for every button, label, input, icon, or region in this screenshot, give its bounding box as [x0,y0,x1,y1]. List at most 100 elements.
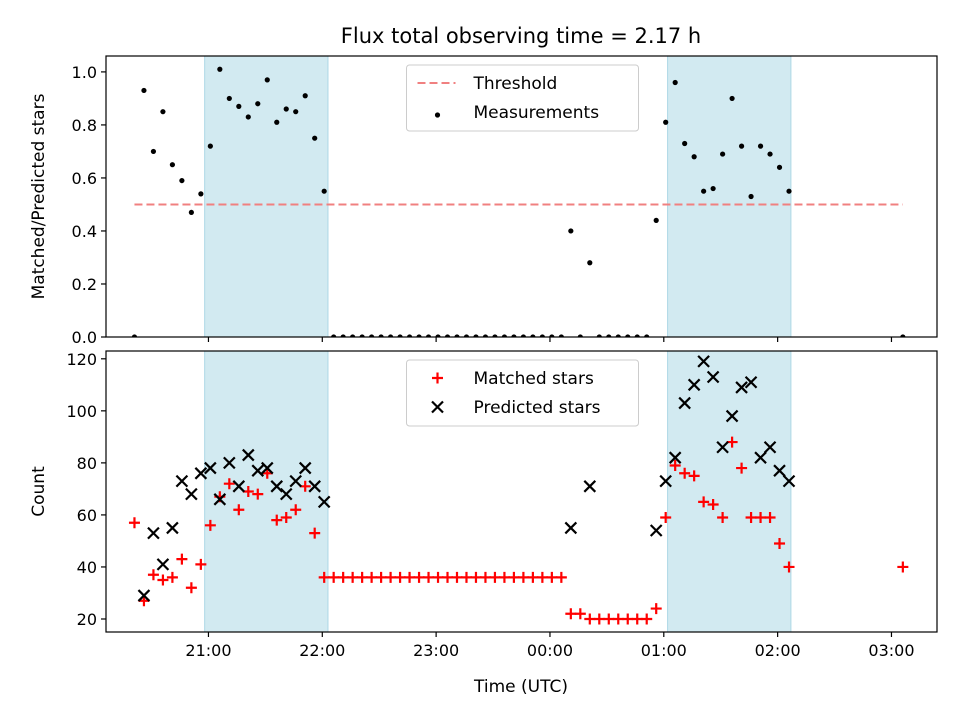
matched-star-point [622,613,634,625]
matched-star-point [185,582,197,594]
matched-star-point [774,538,786,550]
measurement-point [577,334,583,337]
y-axis-label: Matched/Predicted stars [29,93,49,299]
predicted-star-point [242,448,255,462]
predicted-star-point [725,409,739,423]
predicted-star-point [317,495,331,509]
predicted-star-point [649,524,663,537]
measurement-point [691,154,697,160]
measurement-point [606,334,612,337]
legend-label: Measurements [474,103,600,123]
matched-star-point [413,571,425,583]
matched-star-point [688,470,700,482]
matched-star-point [669,459,681,471]
plot-area [128,355,909,625]
y-tick-label: 1.0 [72,63,97,82]
measurement-point [729,95,735,102]
measurement-point [549,334,555,337]
x-tick-label: 23:00 [413,641,459,660]
observing-window-span [204,55,329,338]
measurement-point [293,109,299,115]
measurement-point [226,95,232,102]
observing-window-span [667,55,792,338]
measurement-point [587,260,593,266]
y-tick-label: 20 [77,610,97,629]
matched-star-point [679,467,691,479]
matched-star-point [603,613,615,625]
measurement-point [767,151,773,157]
predicted-star-point [251,464,265,477]
matched-star-point [166,571,178,583]
matched-star-point [394,571,406,583]
y-axis-label: Count [29,466,49,517]
matched-star-point [745,512,757,524]
predicted-star-point [213,493,227,506]
predicted-star-point [754,451,767,464]
y-tick-label: 60 [77,506,97,525]
measurement-point [568,228,574,234]
axes-frame [105,350,938,633]
matched-star-point [309,527,321,539]
measurement-point [720,151,726,157]
predicted-star-point [175,474,189,488]
observing-window-span [667,350,792,633]
matched-star-point [698,496,710,508]
measurement-point [425,334,432,337]
matched-star-point [451,571,463,583]
measurement-point [416,334,422,337]
legend-label: Predicted stars [474,398,601,418]
count-panel: 20 40 60 80 100 120 21:00 22:00 23:00 00:00 01:00 0… [29,350,938,660]
measurement-point [198,191,204,197]
y-tick-label: 100 [66,402,97,421]
measurement-point [748,193,754,200]
matched-star-point [489,571,501,583]
matched-star-point [147,569,159,581]
measurement-point [444,334,451,337]
measurement-point [217,66,223,72]
legend-measurement-swatch [434,112,441,118]
matched-star-point [565,608,577,620]
measurement-point [169,162,176,168]
measurement-point [492,334,498,337]
measurement-point [672,79,678,86]
predicted-star-point [270,480,284,493]
matched-star-point [328,571,340,583]
matched-star-point [280,512,292,524]
matched-star-point [717,512,729,524]
matched-star-point [650,603,662,615]
legend: Threshold Measurements [406,64,639,132]
matched-star-point [631,613,643,625]
matched-star-point [726,436,738,448]
predicted-star-point [744,375,758,389]
x-tick-label: 01:00 [641,641,687,660]
predicted-star-point [147,526,160,540]
predicted-star-point [308,480,321,493]
x-tick-label: 21:00 [185,641,231,660]
matched-star-point [347,571,359,583]
measurement-point [625,334,631,337]
measurement-point [321,188,327,194]
matched-star-point [157,574,169,586]
matched-star-point [442,571,454,583]
x-tick-label: 03:00 [868,641,914,660]
measurement-point [245,114,251,120]
predicted-star-point [668,451,682,464]
measurement-point [255,101,261,107]
matched-star-point [593,613,605,625]
matched-star-point [375,571,387,583]
predicted-star-point [260,461,274,475]
measurement-point [340,334,346,337]
predicted-star-point [185,487,198,501]
measurement-point [188,209,194,216]
measurement-point [473,334,479,337]
measurement-point [701,188,707,194]
y-tick-label: 40 [77,558,97,577]
matched-star-point [128,517,140,529]
measurement-point [615,334,621,337]
y-tick-label: 0.8 [72,116,97,135]
axes-frame [105,55,938,338]
measurement-point [520,334,526,337]
predicted-star-point [166,521,179,535]
measurement-point [369,334,375,337]
predicted-star-point [706,370,720,384]
